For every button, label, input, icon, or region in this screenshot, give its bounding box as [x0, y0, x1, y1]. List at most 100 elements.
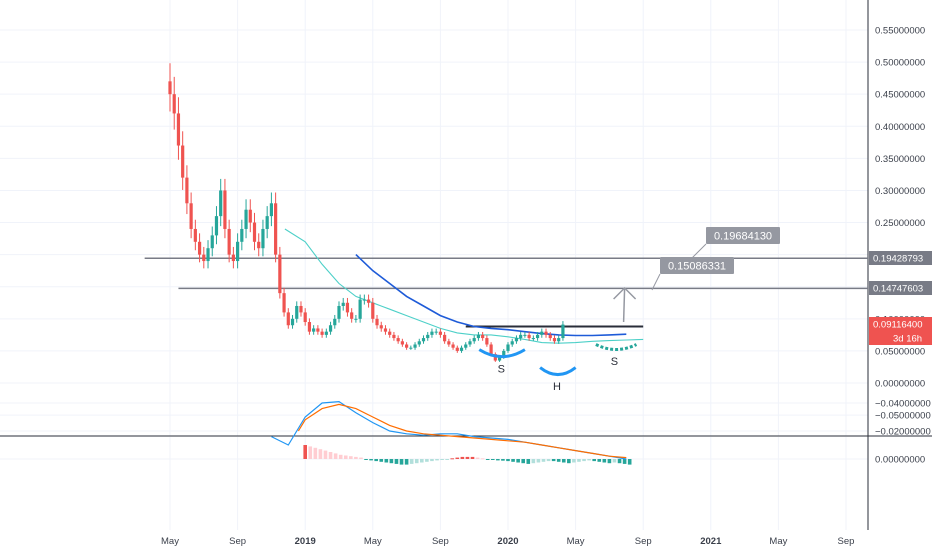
candle-body: [290, 318, 295, 326]
candle-body: [345, 302, 350, 313]
candle-body: [527, 334, 531, 339]
macd-histogram-bar: [567, 459, 571, 464]
price-tag-14747603: 0.14747603: [869, 281, 932, 295]
slow-moving-average: [355, 254, 627, 337]
macd-histogram-bar: [546, 459, 551, 462]
candle-body: [506, 344, 510, 351]
macd-grid: [0, 402, 868, 530]
horizontal-lines[interactable]: [144, 257, 868, 328]
candle-body: [497, 357, 502, 361]
candle-body: [455, 347, 459, 351]
macd-histogram-bar: [582, 459, 586, 462]
candle-body: [413, 344, 417, 348]
macd-axis[interactable]: 0.00000000 −0.02000000 −0.04000000: [875, 399, 931, 466]
candle-body: [312, 328, 316, 332]
candle-body: [409, 347, 413, 349]
candle-body: [375, 318, 379, 326]
macd-histogram-bar: [389, 459, 394, 464]
head-arc[interactable]: [539, 366, 577, 377]
candle-body: [383, 328, 388, 332]
macd-histogram-bar: [404, 459, 409, 465]
candle-body: [252, 222, 257, 242]
projection-arrow-shaft[interactable]: [622, 287, 626, 323]
right-shoulder-arc[interactable]: [595, 343, 638, 351]
candle-body: [210, 235, 214, 249]
macd-histogram-bar: [592, 459, 596, 462]
candle-body: [392, 334, 396, 339]
macd-tick-label: −0.02000000: [875, 427, 931, 438]
time-tick-label: Sep: [838, 536, 855, 547]
price-tick-label: 0.30000000: [875, 186, 925, 197]
left-shoulder-arc[interactable]: [478, 348, 526, 359]
macd-histogram-bar: [338, 454, 343, 459]
last-price-bg: [869, 317, 932, 331]
macd-histogram-bar: [359, 457, 363, 459]
macd-histogram-bar: [480, 458, 485, 460]
price-tick-label: 0.50000000: [875, 58, 925, 69]
macd-histogram-bar: [511, 459, 515, 462]
candle-body: [341, 302, 345, 306]
macd-histogram-bar: [349, 456, 353, 459]
candle-body: [561, 324, 565, 339]
macd-lines: [271, 400, 627, 460]
candle-body: [417, 341, 421, 345]
price-tag-2-bg: [869, 281, 932, 295]
macd-histogram-bar: [516, 459, 520, 463]
candle-body: [189, 203, 193, 229]
price-tick-label: 0.35000000: [875, 154, 925, 165]
candle-body: [202, 254, 206, 262]
macd-histogram-bar: [496, 459, 500, 461]
candle-body: [219, 190, 223, 217]
candle-body: [354, 318, 358, 320]
right-shoulder-label: S: [611, 356, 618, 368]
price-tick-label: 0.55000000: [875, 26, 925, 37]
last-price-text: 0.09116400: [873, 320, 923, 331]
candle-body: [464, 344, 468, 348]
projection-arrow-head[interactable]: [613, 286, 637, 300]
time-tick-label: Sep: [635, 536, 652, 547]
macd-histogram-bar: [602, 459, 607, 463]
last-price-tag: 0.09116400 3d 16h: [869, 317, 932, 345]
macd-histogram-bar: [343, 455, 348, 459]
candle-body: [333, 318, 337, 326]
macd-histogram-bar: [577, 459, 581, 462]
candle-body: [278, 254, 282, 294]
macd-histogram-bar: [450, 458, 455, 460]
macd-histogram-bar: [354, 456, 358, 459]
pattern-drawings[interactable]: S H S: [478, 286, 638, 393]
candle-body: [388, 331, 392, 335]
time-axis[interactable]: May Sep 2019 May Sep 2020 May Sep 2021 May Sep: [161, 536, 854, 547]
macd-histogram-bar: [425, 459, 429, 462]
time-tick-label: 2019: [295, 536, 316, 547]
macd-histogram-bar: [501, 459, 505, 461]
candle-body: [316, 328, 320, 332]
candle-body: [366, 299, 371, 303]
macd-histogram-bar: [597, 459, 602, 462]
macd-tick-label: 0.00000000: [875, 455, 925, 466]
candle-body: [257, 241, 261, 249]
annotation-1[interactable]: 0.19684130: [679, 227, 780, 271]
candle-body: [337, 305, 341, 319]
signal-line: [297, 403, 627, 459]
macd-histogram-bar: [323, 450, 328, 459]
macd-histogram-bar: [561, 459, 566, 463]
annotation-2-box: [660, 257, 734, 274]
candle-body: [248, 209, 252, 223]
annotation-2[interactable]: 0.15086331: [651, 257, 734, 291]
candle-body: [421, 338, 426, 342]
candle-body: [502, 350, 506, 358]
main-grid: [0, 0, 868, 436]
annotation-2-leader: [651, 273, 661, 291]
macd-tick-label: −0.04000000: [875, 399, 931, 410]
candle-body: [426, 334, 430, 339]
head-label: H: [553, 381, 561, 393]
macd-histogram-bar: [445, 459, 449, 460]
candle-body: [176, 113, 181, 146]
price-axis[interactable]: 0.55000000 0.50000000 0.45000000 0.40000000…: [875, 26, 931, 422]
candle-body: [396, 338, 400, 342]
candle-body: [434, 331, 438, 333]
price-tag-2-text: 0.14747603: [873, 284, 923, 295]
candle-body: [185, 177, 189, 204]
candle-body: [552, 338, 557, 342]
